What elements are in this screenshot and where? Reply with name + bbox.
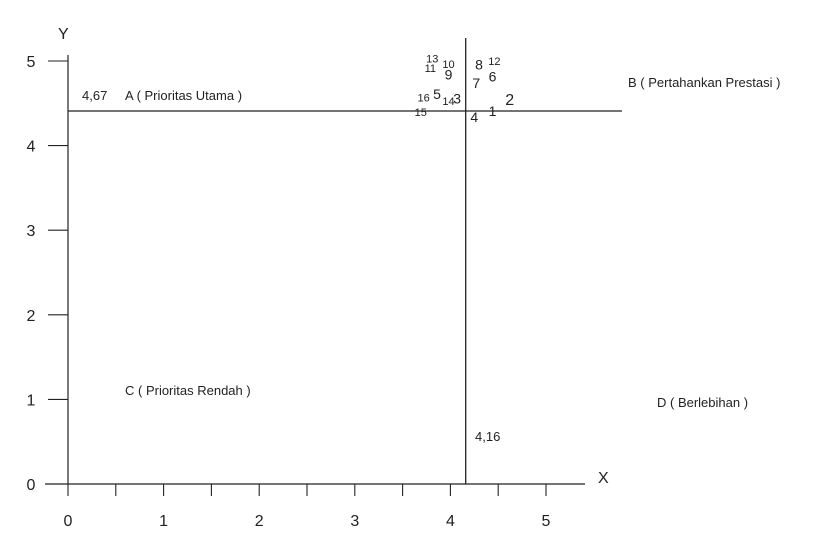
quadrant-b-label: B ( Pertahankan Prestasi ) bbox=[628, 75, 780, 90]
y-tick-label-5: 5 bbox=[27, 54, 36, 71]
data-point-4: 4 bbox=[470, 109, 478, 125]
quadrant-c-label: C ( Prioritas Rendah ) bbox=[125, 383, 251, 398]
data-point-11: 11 bbox=[425, 63, 436, 75]
data-point-10: 10 bbox=[442, 59, 454, 71]
data-point-14: 14 bbox=[442, 96, 454, 108]
data-point-12: 12 bbox=[488, 56, 500, 68]
data-point-3: 3 bbox=[453, 90, 461, 106]
data-point-15: 15 bbox=[415, 107, 427, 119]
y-tick-label-0: 0 bbox=[27, 477, 36, 494]
quadrant-d-label: D ( Berlebihan ) bbox=[657, 395, 748, 410]
x-tick-label-3: 3 bbox=[350, 513, 359, 530]
x-axis-title: X bbox=[598, 470, 609, 487]
y-tick-label-1: 1 bbox=[27, 392, 36, 409]
data-point-2: 2 bbox=[505, 92, 514, 109]
y-tick-label-3: 3 bbox=[27, 223, 36, 240]
data-point-6: 6 bbox=[489, 68, 497, 84]
x-tick-label-2: 2 bbox=[255, 513, 264, 530]
data-point-5: 5 bbox=[433, 86, 441, 102]
x-tick-label-5: 5 bbox=[542, 513, 551, 530]
quadrant-a-label: A ( Prioritas Utama ) bbox=[125, 88, 242, 103]
data-point-9: 9 bbox=[445, 67, 453, 83]
y-tick-label-2: 2 bbox=[27, 308, 36, 325]
data-point-7: 7 bbox=[472, 75, 480, 91]
x-tick-label-1: 1 bbox=[159, 513, 168, 530]
y-axis-title: Y bbox=[58, 26, 69, 43]
x-tick-label-4: 4 bbox=[446, 513, 455, 530]
data-point-16: 16 bbox=[418, 93, 430, 105]
x-tick-label-0: 0 bbox=[64, 513, 73, 530]
data-point-8: 8 bbox=[475, 56, 483, 72]
divider-x-value-label: 4,16 bbox=[475, 429, 500, 444]
y-tick-label-4: 4 bbox=[27, 139, 36, 156]
divider-y-value-label: 4,67 bbox=[82, 88, 107, 103]
data-point-13: 13 bbox=[426, 54, 438, 66]
data-point-1: 1 bbox=[489, 103, 497, 119]
